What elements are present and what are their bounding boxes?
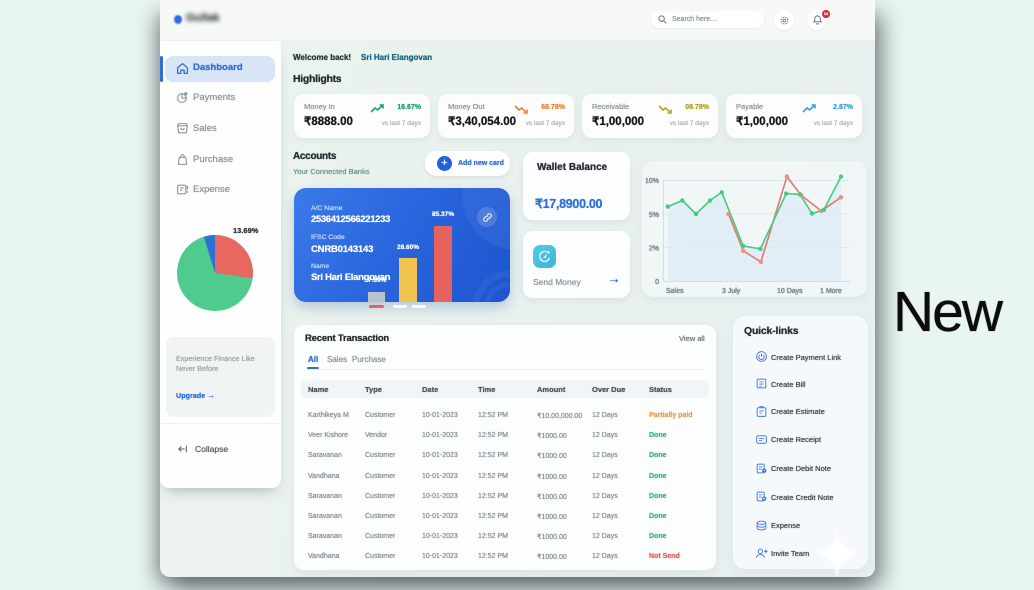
svg-text:10%: 10%	[645, 178, 659, 185]
svg-text:0: 0	[655, 279, 659, 286]
svg-text:3 July: 3 July	[722, 288, 741, 295]
svg-text:10 Days: 10 Days	[777, 288, 803, 295]
svg-text:Sales: Sales	[666, 288, 684, 295]
svg-text:1 More: 1 More	[820, 288, 842, 295]
svg-text:5%: 5%	[649, 212, 659, 219]
svg-text:2%: 2%	[649, 246, 659, 253]
